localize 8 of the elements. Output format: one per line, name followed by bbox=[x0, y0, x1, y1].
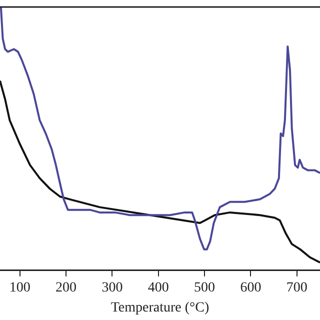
x-tick-label: 100 bbox=[9, 280, 30, 296]
x-tick-label: 600 bbox=[240, 280, 262, 296]
x-tick-label: 400 bbox=[148, 280, 169, 296]
x-tick-label: 200 bbox=[56, 280, 77, 296]
x-tick-label: 500 bbox=[194, 280, 216, 296]
x-tick-label: 700 bbox=[286, 280, 308, 296]
x-tick-label: 300 bbox=[102, 280, 123, 296]
x-axis-title: Temperature (°C) bbox=[110, 300, 210, 316]
